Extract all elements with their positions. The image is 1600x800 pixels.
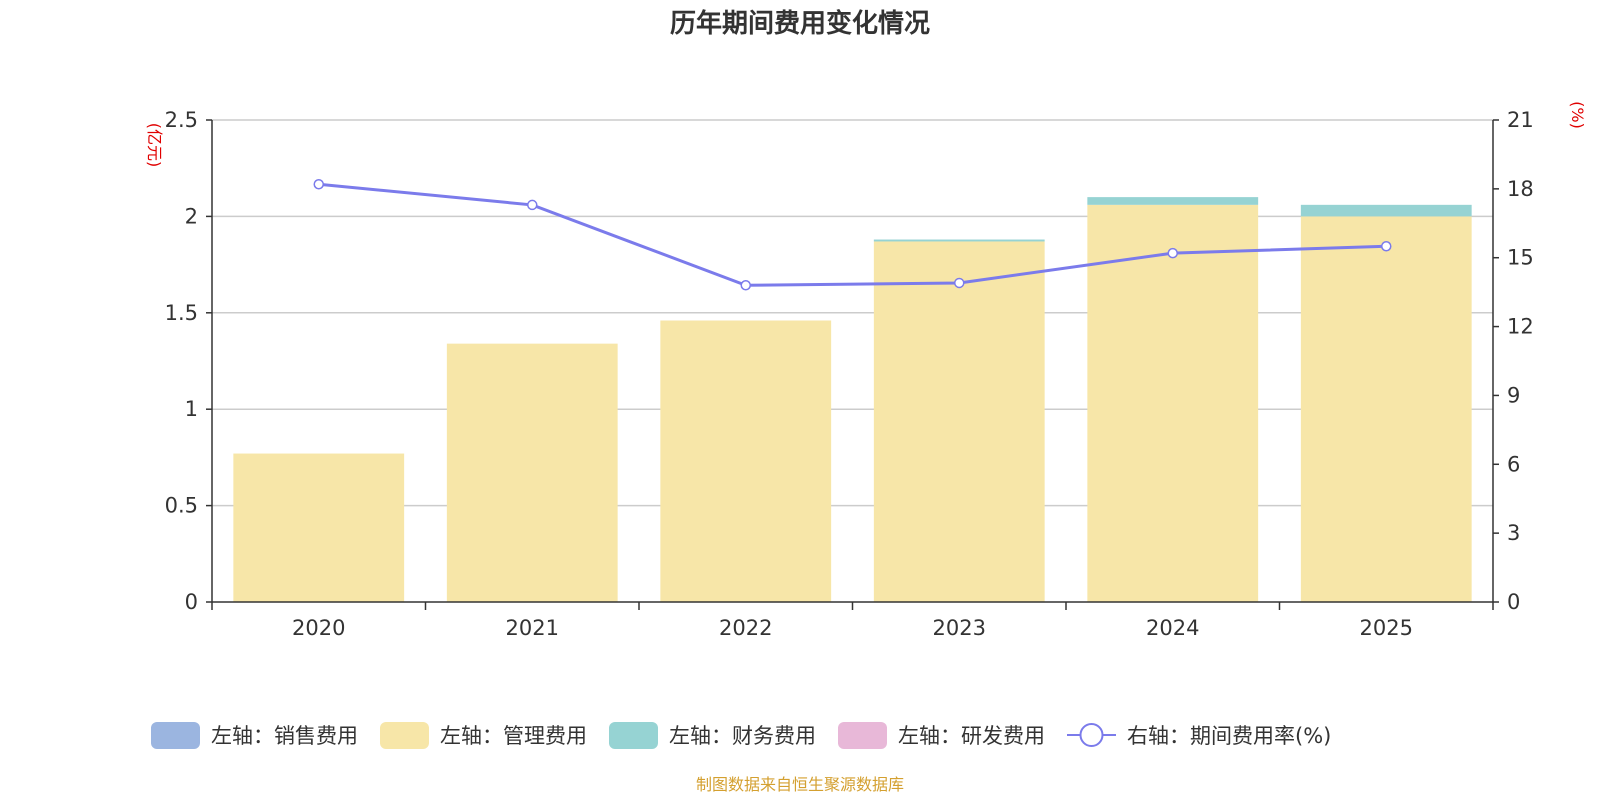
legend-swatch[interactable] <box>838 722 887 749</box>
right-axis-tick-label: 15 <box>1507 246 1534 270</box>
legend: 左轴：销售费用 左轴：管理费用 左轴：财务费用 左轴：研发费用 右轴：期间费用率(%) <box>151 722 1331 749</box>
bar-2020[interactable] <box>233 453 405 602</box>
rate-point-2025[interactable] <box>1381 240 1392 252</box>
left-axis-tick-label: 0 <box>185 590 198 614</box>
bar-2024[interactable] <box>1087 197 1259 205</box>
legend-swatch[interactable] <box>151 722 200 749</box>
bar-2025[interactable] <box>1300 216 1472 602</box>
legend-swatch[interactable] <box>380 722 429 749</box>
right-axis-tick-label: 6 <box>1507 452 1520 476</box>
left-axis-tick-label: 1.5 <box>165 301 198 325</box>
rate-line <box>318 182 1387 287</box>
rate-point-2022[interactable] <box>740 280 751 291</box>
right-axis-tick-label: 9 <box>1507 383 1520 407</box>
rate-line-series <box>313 179 1392 291</box>
bar-2021[interactable] <box>446 343 618 602</box>
bar-2024[interactable] <box>1087 204 1259 602</box>
right-axis-tick-label: 12 <box>1507 315 1534 339</box>
x-axis-tick-label: 2022 <box>719 616 772 640</box>
right-axis-tick-label: 3 <box>1507 521 1520 545</box>
legend-label[interactable]: 左轴：研发费用 <box>898 724 1045 748</box>
x-axis-tick-label: 2024 <box>1146 616 1199 640</box>
left-axis-tick-label: 1 <box>185 397 198 421</box>
x-axis-tick-label: 2021 <box>506 616 559 640</box>
left-axis-tick-label: 2 <box>185 204 198 228</box>
rate-point-2020[interactable] <box>313 179 324 190</box>
bar-2023[interactable] <box>873 241 1045 603</box>
rate-point-2023[interactable] <box>954 277 965 289</box>
left-axis-unit: (亿元) <box>145 123 164 168</box>
right-axis-tick-label: 21 <box>1507 108 1534 132</box>
legend-label[interactable]: 左轴：销售费用 <box>211 724 358 748</box>
rate-point-2021[interactable] <box>527 199 538 211</box>
axes: 0 0.5 1 1.5 2 2.5 0 3 6 9 12 15 18 21 2020 2021 2022 2023… <box>165 108 1534 640</box>
right-axis-unit: (%) <box>1568 101 1587 129</box>
chart-title: 历年期间费用变化情况 <box>670 8 930 39</box>
legend-marker-icon[interactable] <box>1079 723 1104 747</box>
data-source-note: 制图数据来自恒生聚源数据库 <box>696 775 904 794</box>
legend-label[interactable]: 左轴：管理费用 <box>440 724 587 748</box>
bar-groups <box>233 197 1472 603</box>
legend-label[interactable]: 右轴：期间费用率(%) <box>1127 724 1331 748</box>
x-axis-tick-label: 2023 <box>933 616 986 640</box>
left-axis-tick-label: 2.5 <box>165 108 198 132</box>
legend-swatch[interactable] <box>609 722 658 749</box>
left-axis-tick-label: 0.5 <box>165 494 198 518</box>
x-axis-tick-label: 2020 <box>292 616 345 640</box>
x-axis-tick-label: 2025 <box>1360 616 1413 640</box>
grid-lines <box>212 119 1493 507</box>
rate-point-2024[interactable] <box>1167 247 1178 259</box>
bar-2022[interactable] <box>660 320 832 602</box>
bar-2025[interactable] <box>1300 204 1472 217</box>
right-axis-tick-label: 18 <box>1507 177 1534 201</box>
right-axis-tick-label: 0 <box>1507 590 1520 614</box>
bar-2023[interactable] <box>873 239 1045 242</box>
legend-label[interactable]: 左轴：财务费用 <box>669 724 816 748</box>
